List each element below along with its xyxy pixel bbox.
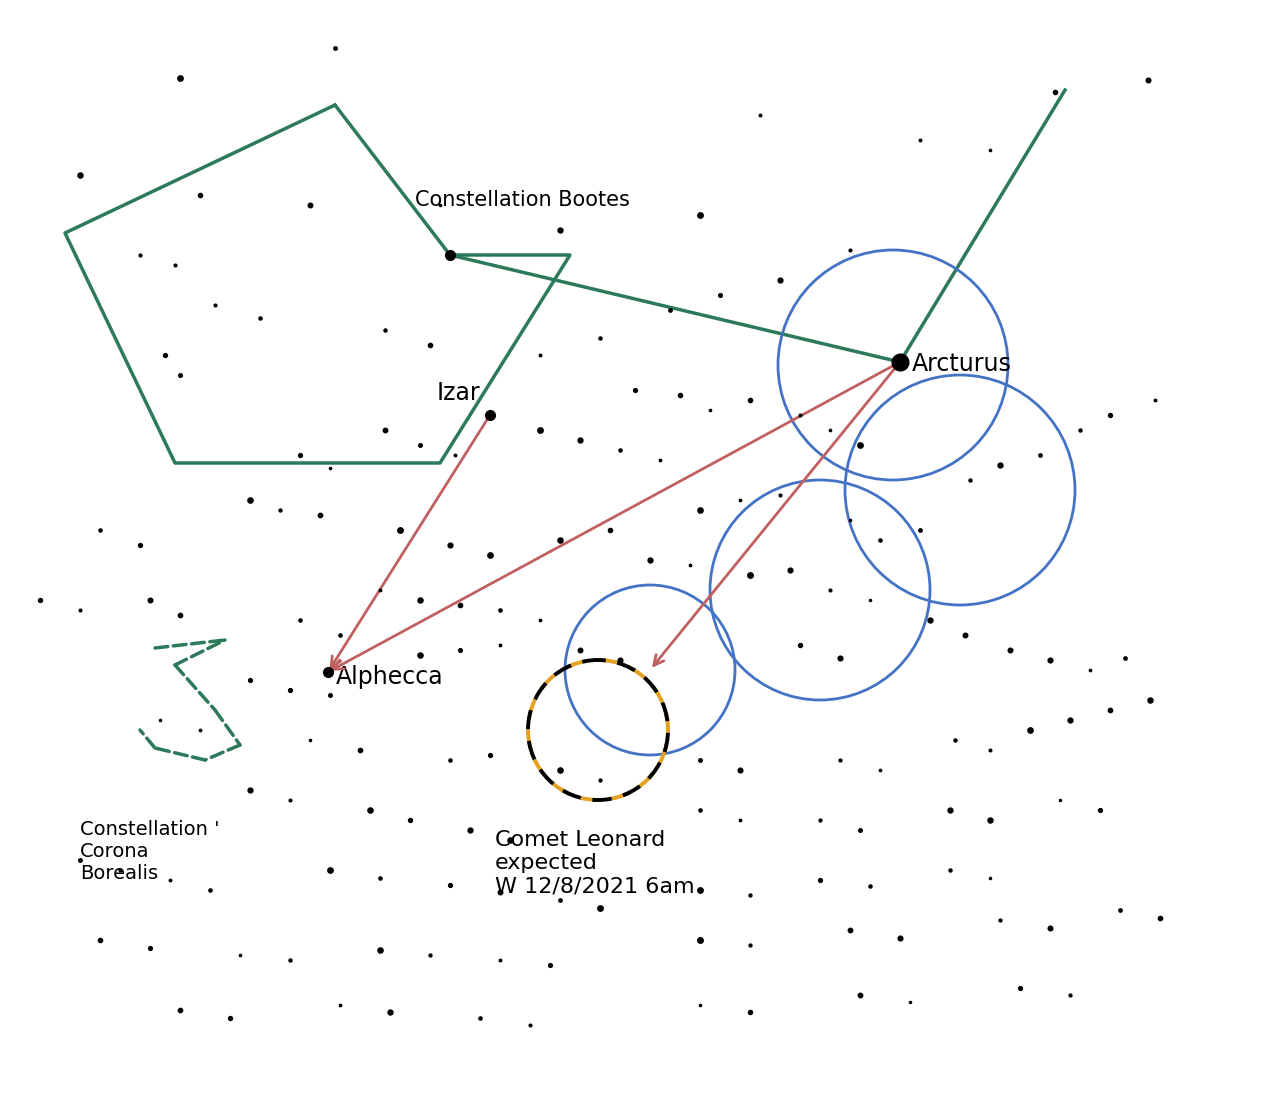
Text: Comet Leonard
expected
W 12/8/2021 6am: Comet Leonard expected W 12/8/2021 6am [495, 830, 695, 896]
Text: Constellation Bootes: Constellation Bootes [415, 189, 630, 211]
Text: Izar: Izar [436, 381, 480, 406]
Text: Constellation '
Corona
Borealis: Constellation ' Corona Borealis [79, 820, 219, 883]
Text: Arcturus: Arcturus [911, 352, 1012, 376]
Text: Alphecca: Alphecca [335, 665, 444, 689]
